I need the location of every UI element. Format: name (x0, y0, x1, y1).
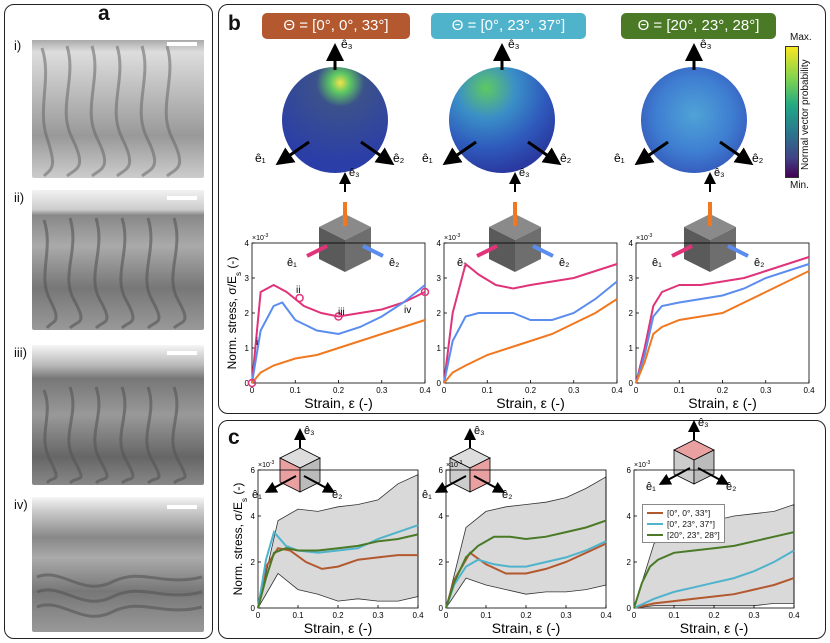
panel-b-letter: b (228, 12, 241, 35)
photo-label-iv: iv) (14, 497, 28, 512)
photo-i (32, 38, 204, 178)
colorbar-title: Normal vector probability (800, 59, 811, 170)
photo-label-iii: iii) (14, 345, 27, 360)
colorbar-min: Min. (790, 180, 809, 191)
colorbar-max: Max. (790, 32, 812, 43)
theta-label-2: Θ = [0°, 23°, 37°] (431, 13, 586, 39)
theta-label-3: Θ = [20°, 23°, 28°] (621, 13, 776, 39)
legend-label: [20°, 23°, 28°] (667, 529, 720, 540)
legend-label: [0°, 0°, 33°] (667, 507, 711, 518)
legend-label: [0°, 23°, 37°] (667, 518, 716, 529)
legend-item: [0°, 23°, 37°] (647, 518, 720, 529)
legend-swatch (647, 522, 663, 525)
colorbar (785, 46, 799, 178)
panel-a-letter: a (98, 2, 110, 25)
photo-iii (32, 345, 204, 485)
photo-label-i: i) (14, 38, 22, 53)
photo-label-ii: ii) (14, 190, 25, 205)
photo-ii (32, 190, 204, 330)
legend: [0°, 0°, 33°] [0°, 23°, 37°] [20°, 23°, … (642, 504, 725, 543)
legend-swatch (647, 533, 663, 536)
panel-a (4, 4, 213, 639)
panel-c-letter: c (228, 426, 240, 449)
scale-bar (167, 42, 197, 46)
theta-label-1: Θ = [0°, 0°, 33°] (262, 13, 410, 39)
scale-bar (167, 196, 197, 200)
panel-b (218, 4, 826, 414)
panel-c (218, 420, 826, 639)
photo-iv (32, 497, 204, 632)
legend-item: [0°, 0°, 33°] (647, 507, 720, 518)
scale-bar (167, 351, 197, 355)
legend-swatch (647, 511, 663, 514)
legend-item: [20°, 23°, 28°] (647, 529, 720, 540)
scale-bar (167, 505, 197, 509)
